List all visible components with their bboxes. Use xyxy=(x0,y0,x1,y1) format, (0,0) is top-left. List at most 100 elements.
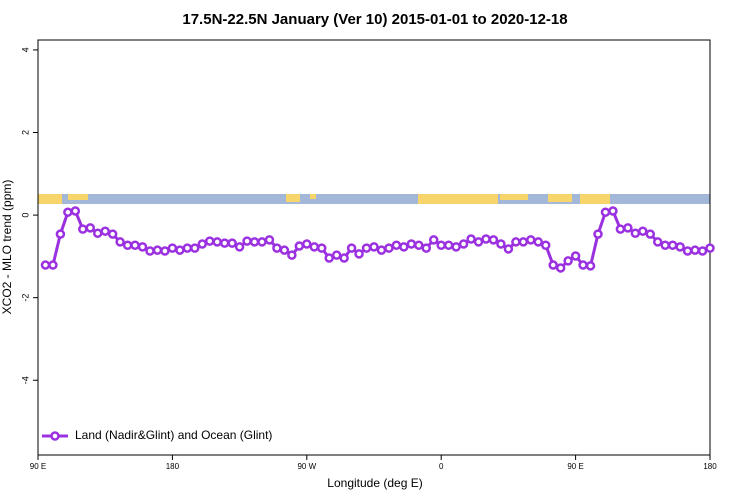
data-point xyxy=(48,260,58,270)
data-point xyxy=(115,237,125,247)
data-point xyxy=(414,240,424,250)
data-point xyxy=(324,253,334,263)
data-point xyxy=(593,229,603,239)
data-point xyxy=(511,237,521,247)
data-point xyxy=(660,240,670,250)
y-axis-label: XCO2 - MLO trend (ppm) xyxy=(0,180,14,315)
data-point xyxy=(302,239,312,249)
data-point xyxy=(55,229,66,239)
data-point xyxy=(376,245,387,255)
data-point xyxy=(526,235,536,245)
data-point xyxy=(175,245,185,255)
data-point xyxy=(682,246,693,256)
x-tick-label: 180 xyxy=(703,462,717,471)
data-point xyxy=(384,243,394,253)
data-point xyxy=(428,235,439,245)
data-point xyxy=(160,246,170,256)
data-point xyxy=(339,253,349,263)
data-point xyxy=(152,245,163,255)
data-point xyxy=(182,243,193,253)
data-point xyxy=(346,243,357,253)
data-point xyxy=(540,240,551,250)
data-point xyxy=(219,238,230,248)
x-axis-label: Longitude (deg E) xyxy=(327,476,422,490)
data-point xyxy=(40,260,51,270)
data-point xyxy=(331,250,342,260)
y-tick-label: -2 xyxy=(20,294,30,302)
data-point xyxy=(130,240,140,250)
data-point xyxy=(391,240,402,250)
chart-title: 17.5N-22.5N January (Ver 10) 2015-01-01 … xyxy=(182,11,567,28)
data-point xyxy=(70,206,81,216)
data-point xyxy=(563,256,573,266)
data-point xyxy=(294,241,305,251)
data-point xyxy=(443,240,454,250)
data-point xyxy=(316,243,327,253)
data-point xyxy=(488,235,499,245)
data-point xyxy=(548,260,558,270)
data-point xyxy=(638,226,648,236)
data-point xyxy=(85,223,96,233)
data-point xyxy=(212,237,222,247)
y-tick-label: 2 xyxy=(20,130,30,135)
data-point xyxy=(481,234,491,244)
data-point xyxy=(264,235,275,245)
data-point xyxy=(675,242,685,252)
data-point xyxy=(190,243,200,253)
data-point xyxy=(399,242,409,252)
data-point xyxy=(406,239,417,249)
data-point xyxy=(608,206,618,216)
data-point xyxy=(458,239,469,249)
data-point xyxy=(279,245,290,255)
data-point xyxy=(436,240,446,250)
data-point xyxy=(518,237,529,247)
x-tick-label: 180 xyxy=(166,462,180,471)
y-tick-label: 4 xyxy=(20,47,30,52)
map-strip xyxy=(38,194,710,204)
data-point xyxy=(234,242,245,252)
data-point xyxy=(92,228,103,239)
series-line xyxy=(45,209,711,270)
y-tick-label: -4 xyxy=(20,376,30,384)
data-point xyxy=(451,242,461,252)
data-point xyxy=(570,251,581,261)
data-point xyxy=(122,240,133,250)
legend-marker xyxy=(50,431,60,441)
x-tick-label: 90 E xyxy=(567,462,583,471)
x-tick-label: 90 E xyxy=(30,462,46,471)
data-point xyxy=(421,243,432,253)
data-point xyxy=(623,223,633,233)
data-point xyxy=(137,242,148,252)
data-point xyxy=(697,246,708,256)
data-point xyxy=(257,237,267,247)
data-point xyxy=(107,229,118,239)
x-tick-label: 90 W xyxy=(297,462,316,471)
data-point xyxy=(630,228,641,239)
data-point xyxy=(100,226,110,236)
data-point xyxy=(249,237,260,247)
data-point xyxy=(555,263,566,273)
data-point xyxy=(667,240,678,250)
data-point xyxy=(354,249,364,259)
data-point xyxy=(227,238,237,248)
y-tick-label: 0 xyxy=(20,213,30,218)
data-point xyxy=(63,207,73,217)
data-point xyxy=(145,246,155,256)
data-point xyxy=(369,242,379,252)
data-point xyxy=(242,236,252,246)
data-point xyxy=(645,229,656,239)
data-point xyxy=(585,261,596,271)
data-point xyxy=(578,260,588,270)
data-point xyxy=(473,237,484,247)
data-point xyxy=(309,242,320,252)
x-tick-label: 0 xyxy=(439,462,444,471)
data-point xyxy=(705,243,715,253)
data-point xyxy=(167,243,178,253)
data-point xyxy=(652,237,663,247)
legend-label: Land (Nadir&Glint) and Ocean (Glint) xyxy=(75,428,272,442)
data-point xyxy=(690,245,700,255)
data-point xyxy=(503,244,514,254)
data-point xyxy=(615,224,626,234)
data-point xyxy=(287,250,297,260)
